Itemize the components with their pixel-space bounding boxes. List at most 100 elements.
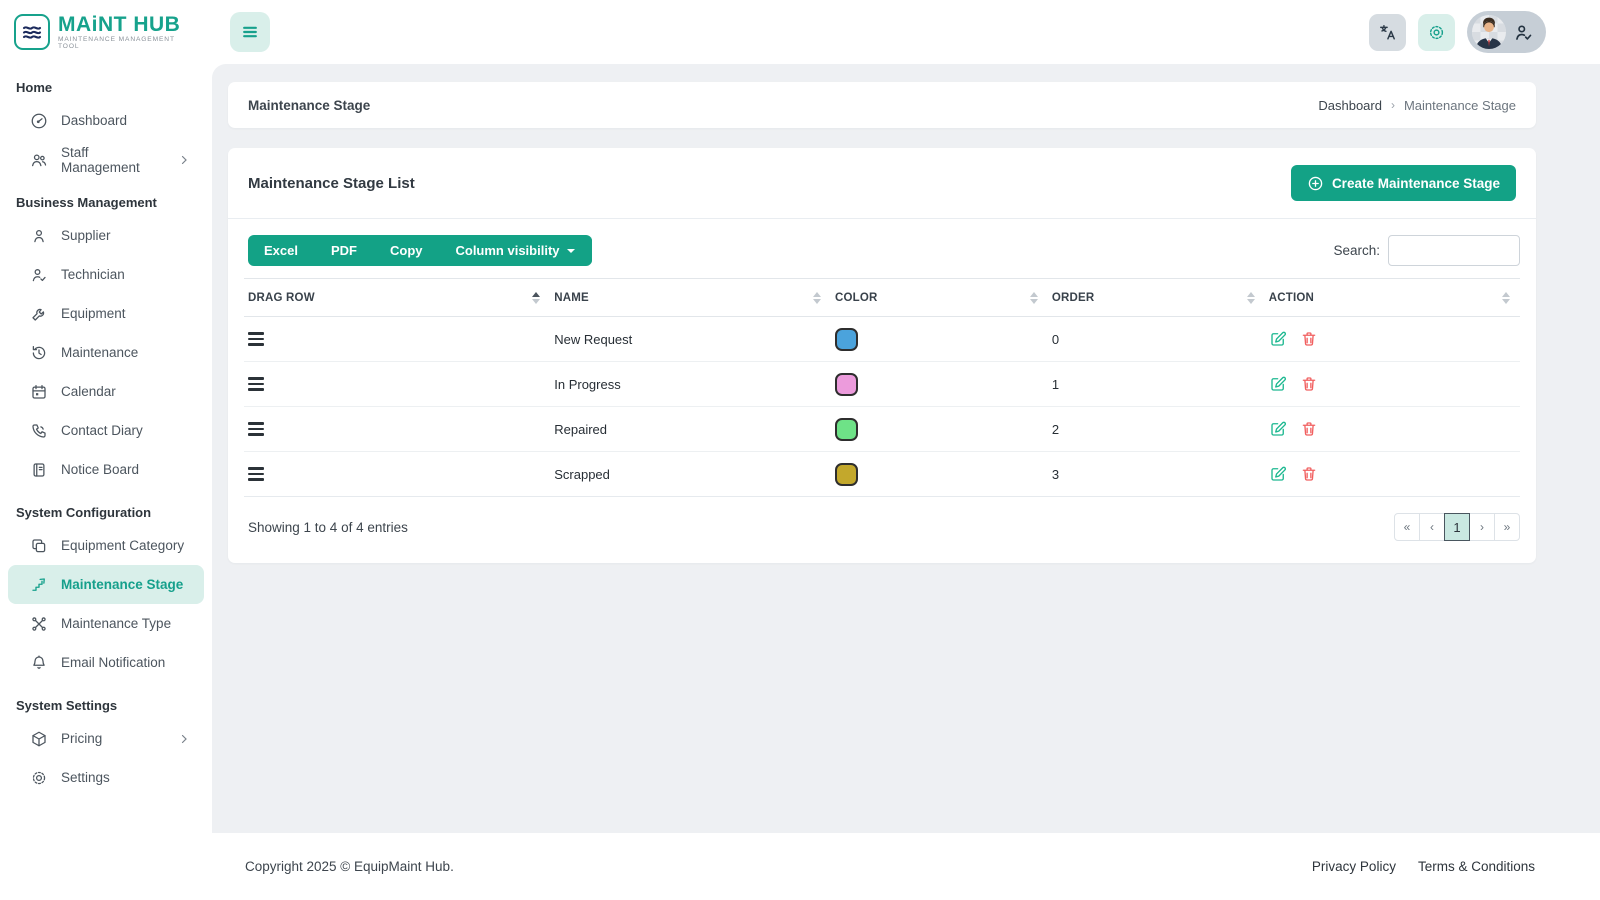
delete-button[interactable] <box>1300 420 1318 438</box>
pagination: « ‹ 1 › » <box>1394 513 1520 541</box>
table-row: New Request 0 <box>244 316 1520 362</box>
sidebar-item-label: Email Notification <box>61 655 166 670</box>
app-tagline: MAINTENANCE MANAGEMENT TOOL <box>58 35 175 50</box>
edit-button[interactable] <box>1269 465 1287 483</box>
create-maintenance-stage-button[interactable]: Create Maintenance Stage <box>1290 165 1516 201</box>
sidebar-item-label: Calendar <box>61 384 116 399</box>
sidebar-toggle-button[interactable] <box>230 12 270 52</box>
sidebar-item-label: Contact Diary <box>61 423 143 438</box>
sidebar-item-calendar[interactable]: Calendar <box>8 372 204 411</box>
edit-button[interactable] <box>1269 420 1287 438</box>
sidebar-item-label: Supplier <box>61 228 111 243</box>
pagination-last-button[interactable]: » <box>1494 513 1520 541</box>
users-icon <box>30 151 48 169</box>
content-area: Maintenance Stage Dashboard › Maintenanc… <box>212 64 1600 833</box>
sidebar-item-notice-board[interactable]: Notice Board <box>8 450 204 489</box>
app-logo[interactable]: MAiNT HUB MAINTENANCE MANAGEMENT TOOL <box>0 0 212 64</box>
sidebar-item-technician[interactable]: Technician <box>8 255 204 294</box>
calendar-icon <box>30 383 48 401</box>
breadcrumb-dashboard-link[interactable]: Dashboard <box>1318 97 1382 113</box>
stage-name: Repaired <box>550 406 831 452</box>
sidebar-item-label: Pricing <box>61 731 103 746</box>
sidebar-item-maintenance-type[interactable]: Maintenance Type <box>8 604 204 643</box>
stage-order: 0 <box>1047 316 1265 362</box>
table-row: In Progress 1 <box>244 361 1520 407</box>
column-visibility-label: Column visibility <box>455 243 560 258</box>
excel-export-button[interactable]: Excel <box>248 235 315 266</box>
sidebar-item-staff-management[interactable]: Staff Management <box>8 140 204 179</box>
color-swatch <box>834 327 858 351</box>
app-name: MAiNT HUB <box>58 12 181 36</box>
settings-quick-button[interactable] <box>1418 13 1455 51</box>
sidebar-item-label: Notice Board <box>61 462 140 477</box>
person-check-icon <box>1513 22 1534 43</box>
sidebar-section-home: Home <box>16 80 53 95</box>
pagination-first-button[interactable]: « <box>1394 513 1420 541</box>
copy-export-button[interactable]: Copy <box>373 235 440 266</box>
card-title: Maintenance Stage List <box>248 174 415 192</box>
main-column: Maintenance Stage Dashboard › Maintenanc… <box>212 0 1600 900</box>
terms-conditions-link[interactable]: Terms & Conditions <box>1417 859 1535 874</box>
sidebar-item-pricing[interactable]: Pricing <box>8 719 204 758</box>
page-footer: Copyright 2025 © EquipMaint Hub. Privacy… <box>212 833 1600 900</box>
caret-down-icon <box>566 248 575 253</box>
sidebar-item-contact-diary[interactable]: Contact Diary <box>8 411 204 450</box>
stage-name: In Progress <box>550 361 831 407</box>
topbar <box>212 0 1600 64</box>
pagination-page-1-button[interactable]: 1 <box>1444 513 1470 541</box>
user-avatar <box>1472 15 1506 49</box>
color-swatch <box>834 372 858 396</box>
sort-icon <box>1502 291 1510 304</box>
breadcrumb: Dashboard › Maintenance Stage <box>1318 98 1516 113</box>
breadcrumb-card: Maintenance Stage Dashboard › Maintenanc… <box>228 82 1536 128</box>
sidebar-item-supplier[interactable]: Supplier <box>8 216 204 255</box>
user-menu[interactable] <box>1467 11 1546 53</box>
edit-button[interactable] <box>1269 375 1287 393</box>
breadcrumb-current: Maintenance Stage <box>1403 97 1516 113</box>
column-header-action[interactable]: ACTION <box>1264 278 1520 317</box>
pagination-prev-button[interactable]: ‹ <box>1419 513 1445 541</box>
column-header-drag-row[interactable]: DRAG ROW <box>244 278 551 317</box>
journal-icon <box>30 461 48 479</box>
chevron-right-icon <box>178 154 190 166</box>
language-button[interactable] <box>1369 13 1406 51</box>
delete-button[interactable] <box>1300 465 1318 483</box>
column-header-color[interactable]: COLOR <box>830 278 1048 317</box>
column-header-order[interactable]: ORDER <box>1047 278 1265 317</box>
sidebar-item-maintenance-stage[interactable]: Maintenance Stage <box>8 565 204 604</box>
drag-handle-icon[interactable] <box>248 377 264 391</box>
column-header-name[interactable]: NAME <box>550 278 831 317</box>
sidebar-item-label: Staff Management <box>61 144 140 175</box>
drag-handle-icon[interactable] <box>248 467 264 481</box>
crossed-tools-icon <box>30 615 48 633</box>
column-visibility-dropdown[interactable]: Column visibility <box>439 235 592 266</box>
sort-icon <box>812 291 821 304</box>
edit-button[interactable] <box>1269 330 1287 348</box>
privacy-policy-link[interactable]: Privacy Policy <box>1311 859 1396 874</box>
drag-handle-icon[interactable] <box>248 332 264 346</box>
sidebar-item-label: Settings <box>61 770 110 785</box>
sidebar-item-equipment[interactable]: Equipment <box>8 294 204 333</box>
hamburger-icon <box>240 22 260 42</box>
sort-icon <box>1246 291 1255 304</box>
showing-entries-text: Showing 1 to 4 of 4 entries <box>248 519 408 535</box>
search-label: Search: <box>1333 243 1380 258</box>
sidebar-item-maintenance[interactable]: Maintenance <box>8 333 204 372</box>
stage-name: New Request <box>550 316 831 362</box>
drag-handle-icon[interactable] <box>248 422 264 436</box>
search-input[interactable] <box>1388 235 1520 266</box>
sidebar: MAiNT HUB MAINTENANCE MANAGEMENT TOOL Ho… <box>0 0 212 900</box>
sidebar-item-equipment-category[interactable]: Equipment Category <box>8 526 204 565</box>
copy-icon <box>30 537 48 555</box>
sidebar-item-dashboard[interactable]: Dashboard <box>8 101 204 140</box>
pdf-export-button[interactable]: PDF <box>314 235 374 266</box>
chevron-right-icon <box>178 733 190 745</box>
sidebar-item-settings[interactable]: Settings <box>8 758 204 797</box>
translate-icon <box>1378 23 1397 42</box>
delete-button[interactable] <box>1300 330 1318 348</box>
delete-button[interactable] <box>1300 375 1318 393</box>
sidebar-section-business: Business Management <box>16 195 157 210</box>
person-check-icon <box>30 266 48 284</box>
pagination-next-button[interactable]: › <box>1469 513 1495 541</box>
sidebar-item-email-notification[interactable]: Email Notification <box>8 643 204 682</box>
